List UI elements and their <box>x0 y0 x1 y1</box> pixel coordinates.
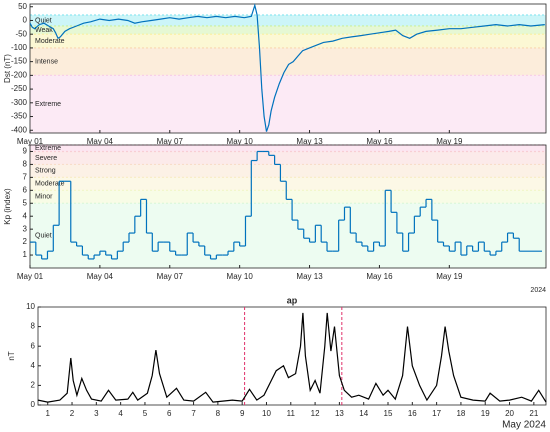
x-tick-label: 2 <box>70 409 75 418</box>
axes-box <box>37 306 547 406</box>
zone <box>30 151 546 165</box>
annotation: May 2024 <box>502 420 546 431</box>
y-tick-label: 2 <box>31 381 36 390</box>
y-tick-label: 8 <box>31 322 36 331</box>
y-tick-label: 7 <box>23 172 28 181</box>
y-tick-label: -150 <box>11 57 28 66</box>
y-tick-label: -250 <box>11 84 28 93</box>
y-tick-label: 5 <box>23 198 28 207</box>
x-tick-label: May 04 <box>87 137 114 146</box>
zone <box>30 190 546 204</box>
zone <box>30 34 546 48</box>
zone-label: Quiet <box>35 232 52 239</box>
y-tick-label: 2 <box>23 237 28 246</box>
y-tick-label: -300 <box>11 98 28 107</box>
x-tick-label: May 07 <box>157 272 184 281</box>
zone <box>30 164 546 178</box>
y-axis-label: Dst (nT) <box>3 54 12 83</box>
x-tick-label: 11 <box>287 409 296 418</box>
zone <box>30 47 546 76</box>
zone-label: Quiet <box>35 17 52 24</box>
zone <box>30 145 546 152</box>
y-tick-label: 10 <box>26 302 35 311</box>
x-tick-label: 13 <box>335 409 344 418</box>
y-tick-label: -50 <box>15 29 27 38</box>
x-tick-label: 16 <box>408 409 417 418</box>
y-axis-label: Kp (index) <box>3 188 12 225</box>
zone-label: Extreme <box>35 145 61 152</box>
x-tick-label: May 19 <box>436 272 463 281</box>
x-tick-label: 5 <box>143 409 148 418</box>
x-tick-label: May 13 <box>296 137 323 146</box>
axes-box <box>29 144 547 269</box>
x-tick-label: May 01 <box>17 272 44 281</box>
x-tick-label: 19 <box>481 409 490 418</box>
y-tick-label: -350 <box>11 112 28 121</box>
zone-label: Severe <box>35 155 57 162</box>
x-tick-label: May 10 <box>227 272 254 281</box>
x-tick-label: May 16 <box>366 137 393 146</box>
x-tick-label: 21 <box>529 409 538 418</box>
zone-label: Intense <box>35 58 58 65</box>
x-tick-label: May 01 <box>17 137 44 146</box>
annotation: 2024 <box>530 287 546 294</box>
y-tick-label: 6 <box>23 185 28 194</box>
x-tick-label: 15 <box>384 409 393 418</box>
zone <box>30 14 546 26</box>
x-tick-label: 9 <box>240 409 245 418</box>
x-tick-label: 3 <box>94 409 99 418</box>
zone <box>30 177 546 191</box>
zone <box>30 203 546 268</box>
x-tick-label: May 13 <box>296 272 323 281</box>
chart-title: ap <box>287 295 298 305</box>
y-axis-label: nT <box>7 351 16 360</box>
x-tick-label: May 04 <box>87 272 114 281</box>
y-tick-label: 0 <box>23 16 28 25</box>
x-tick-label: 7 <box>191 409 196 418</box>
y-tick-label: 4 <box>31 361 36 370</box>
axes-box <box>29 3 547 134</box>
y-tick-label: -200 <box>11 70 28 79</box>
x-tick-label: May 07 <box>157 137 184 146</box>
data-line <box>29 3 545 132</box>
x-tick-label: 14 <box>359 409 368 418</box>
x-tick-label: 10 <box>262 409 271 418</box>
x-tick-label: 17 <box>432 409 441 418</box>
zone-label: Moderate <box>35 38 65 45</box>
x-tick-label: May 19 <box>436 137 463 146</box>
data-line <box>37 312 547 403</box>
y-tick-label: 8 <box>23 160 28 169</box>
x-tick-label: May 10 <box>227 137 254 146</box>
zone <box>30 75 546 133</box>
zone-label: Strong <box>35 168 56 175</box>
y-tick-label: 6 <box>31 341 36 350</box>
y-tick-label: -100 <box>11 43 28 52</box>
y-tick-label: 50 <box>18 2 27 11</box>
x-tick-label: 20 <box>505 409 514 418</box>
y-tick-label: 0 <box>31 400 36 409</box>
x-tick-label: 8 <box>216 409 221 418</box>
zone-label: Weak <box>35 27 53 34</box>
y-tick-label: 1 <box>23 250 28 259</box>
zone <box>30 25 546 35</box>
x-tick-label: 4 <box>118 409 123 418</box>
x-tick-label: May 16 <box>366 272 393 281</box>
y-tick-label: 9 <box>23 147 28 156</box>
y-tick-label: 3 <box>23 224 28 233</box>
x-tick-label: 6 <box>167 409 172 418</box>
y-tick-label: -400 <box>11 125 28 134</box>
x-tick-label: 12 <box>311 409 320 418</box>
x-tick-label: 18 <box>456 409 465 418</box>
zone-label: Extreme <box>35 101 61 108</box>
y-tick-label: 4 <box>23 211 28 220</box>
zone-label: Moderate <box>35 181 65 188</box>
x-tick-label: 1 <box>45 409 50 418</box>
zone-label: Minor <box>35 194 53 201</box>
